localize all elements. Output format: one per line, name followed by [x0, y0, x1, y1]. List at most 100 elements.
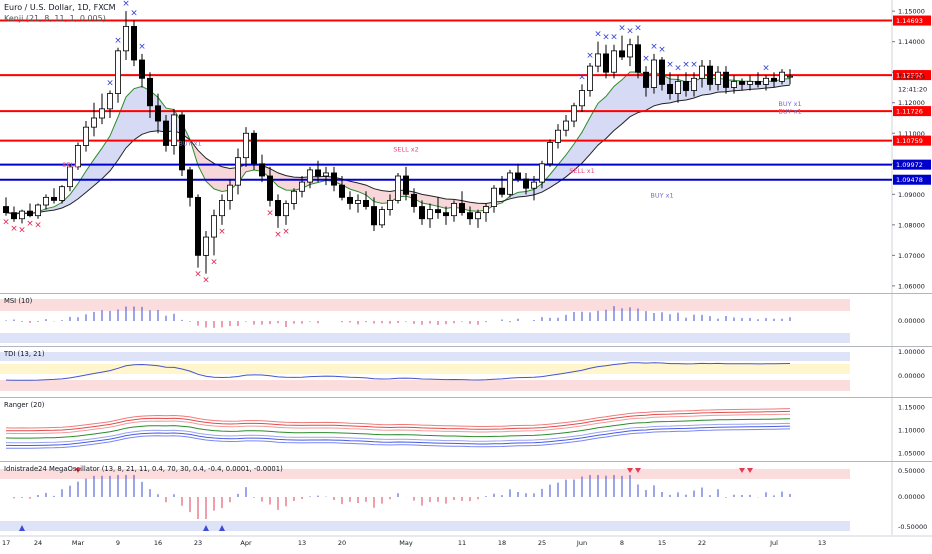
- candle-up: [123, 26, 130, 52]
- candle-up: [715, 71, 722, 85]
- mega-buy-arrow: [219, 525, 225, 531]
- current-price-label: 1.12876: [898, 72, 925, 80]
- signal-label: SELL x2: [393, 146, 419, 154]
- msi-axis-label: 0.00000: [898, 317, 925, 325]
- swing-high-marker: ×: [130, 8, 138, 18]
- x-tick-label: 25: [538, 539, 546, 547]
- candle-down: [162, 120, 169, 146]
- cloud-segment: [606, 86, 614, 139]
- ranger-band-line: [5, 422, 791, 444]
- candle-up: [747, 80, 754, 85]
- cloud-segment: [94, 148, 102, 186]
- candle-up: [651, 59, 658, 88]
- candle-down: [130, 26, 137, 61]
- ranger-band-line: [6, 428, 791, 449]
- cloud-segment: [422, 194, 430, 205]
- swing-high-marker: ×: [602, 33, 610, 43]
- candle-up: [18, 210, 25, 220]
- mega-sell-arrow: [635, 468, 641, 473]
- candle-down: [667, 84, 674, 94]
- swing-high-marker: ×: [650, 42, 658, 52]
- ranger-axis-label: 1.10000: [898, 427, 925, 435]
- level-price-tag: [893, 70, 931, 81]
- candle-down: [178, 114, 185, 171]
- swing-low-marker: ×: [266, 209, 274, 219]
- cloud-segment: [374, 188, 382, 204]
- candle-down: [410, 193, 417, 207]
- mega-buy-arrow: [203, 525, 209, 531]
- candle-down: [194, 196, 201, 256]
- candle-up: [107, 93, 114, 110]
- candle-down: [723, 71, 730, 88]
- x-tick-label: 9: [116, 539, 120, 547]
- swing-high-marker: ×: [682, 60, 690, 70]
- mega-axis-label: -0.50000: [898, 523, 927, 531]
- swing-low-marker: ×: [10, 224, 18, 234]
- candle-up: [75, 145, 82, 168]
- cloud-segment: [206, 158, 214, 189]
- cloud-segment: [198, 150, 206, 182]
- candle-down: [771, 77, 778, 82]
- candle-up: [354, 200, 361, 204]
- level-price-label: 1.10759: [896, 137, 923, 145]
- mega-sell-arrow: [747, 468, 753, 473]
- candle-up: [322, 172, 329, 177]
- cloud-segment: [342, 179, 350, 190]
- tdi-axis-label: 1.00000: [898, 348, 925, 356]
- candle-down: [402, 175, 409, 195]
- pane-title: Ranger (20): [4, 401, 45, 409]
- candle-up: [627, 44, 634, 58]
- level-price-tag: [893, 15, 931, 26]
- candle-down: [434, 209, 441, 214]
- cloud-segment: [622, 71, 630, 124]
- swing-high-marker: ×: [658, 45, 666, 55]
- candle-up: [490, 187, 497, 207]
- swing-high-marker: ×: [642, 54, 650, 64]
- cloud-segment: [366, 185, 374, 202]
- swing-low-marker: ×: [26, 219, 34, 229]
- candle-down: [418, 206, 425, 220]
- signal-label: SELL: [62, 161, 78, 169]
- x-tick-label: Jun: [576, 539, 587, 547]
- cloud-segment: [518, 191, 526, 198]
- level-price-label: 1.14693: [896, 17, 923, 25]
- level-price-label: 1.11726: [896, 108, 923, 116]
- y-tick-label: 1.11000: [898, 130, 925, 138]
- candle-down: [635, 44, 642, 73]
- x-tick-label: 11: [458, 539, 466, 547]
- candle-down: [266, 175, 273, 201]
- tdi-upper-band: [0, 352, 850, 361]
- candle-down: [466, 212, 473, 220]
- tdi-lower-band: [0, 380, 850, 391]
- cloud-segment: [286, 175, 294, 191]
- candle-down: [515, 172, 522, 180]
- x-tick-label: 22: [698, 539, 706, 547]
- swing-high-marker: ×: [122, 0, 130, 9]
- swing-high-marker: ×: [634, 24, 642, 34]
- candle-down: [26, 210, 33, 217]
- cloud-segment: [102, 135, 110, 179]
- candle-up: [234, 157, 241, 186]
- level-price-label: 1.09972: [896, 161, 923, 169]
- candle-up: [170, 114, 177, 146]
- ranger-band-line: [5, 408, 791, 429]
- swing-high-marker: ×: [114, 36, 122, 46]
- mega-axis-label: 0.00000: [898, 493, 925, 501]
- signal-label: BUY x1: [650, 191, 673, 199]
- candle-down: [10, 212, 17, 220]
- swing-high-marker: ×: [594, 30, 602, 40]
- candle-up: [547, 142, 554, 165]
- candle-up: [787, 75, 794, 78]
- cloud-segment: [438, 197, 446, 209]
- candle-up: [426, 209, 433, 220]
- candle-down: [154, 105, 161, 122]
- candle-up: [306, 169, 313, 183]
- swing-high-marker: ×: [138, 42, 146, 52]
- candle-down: [619, 50, 626, 58]
- swing-low-marker: ×: [18, 225, 26, 235]
- signal-label: BUY x1: [778, 107, 801, 115]
- candle-up: [43, 196, 50, 206]
- cloud-segment: [630, 71, 638, 117]
- candle-down: [338, 184, 345, 198]
